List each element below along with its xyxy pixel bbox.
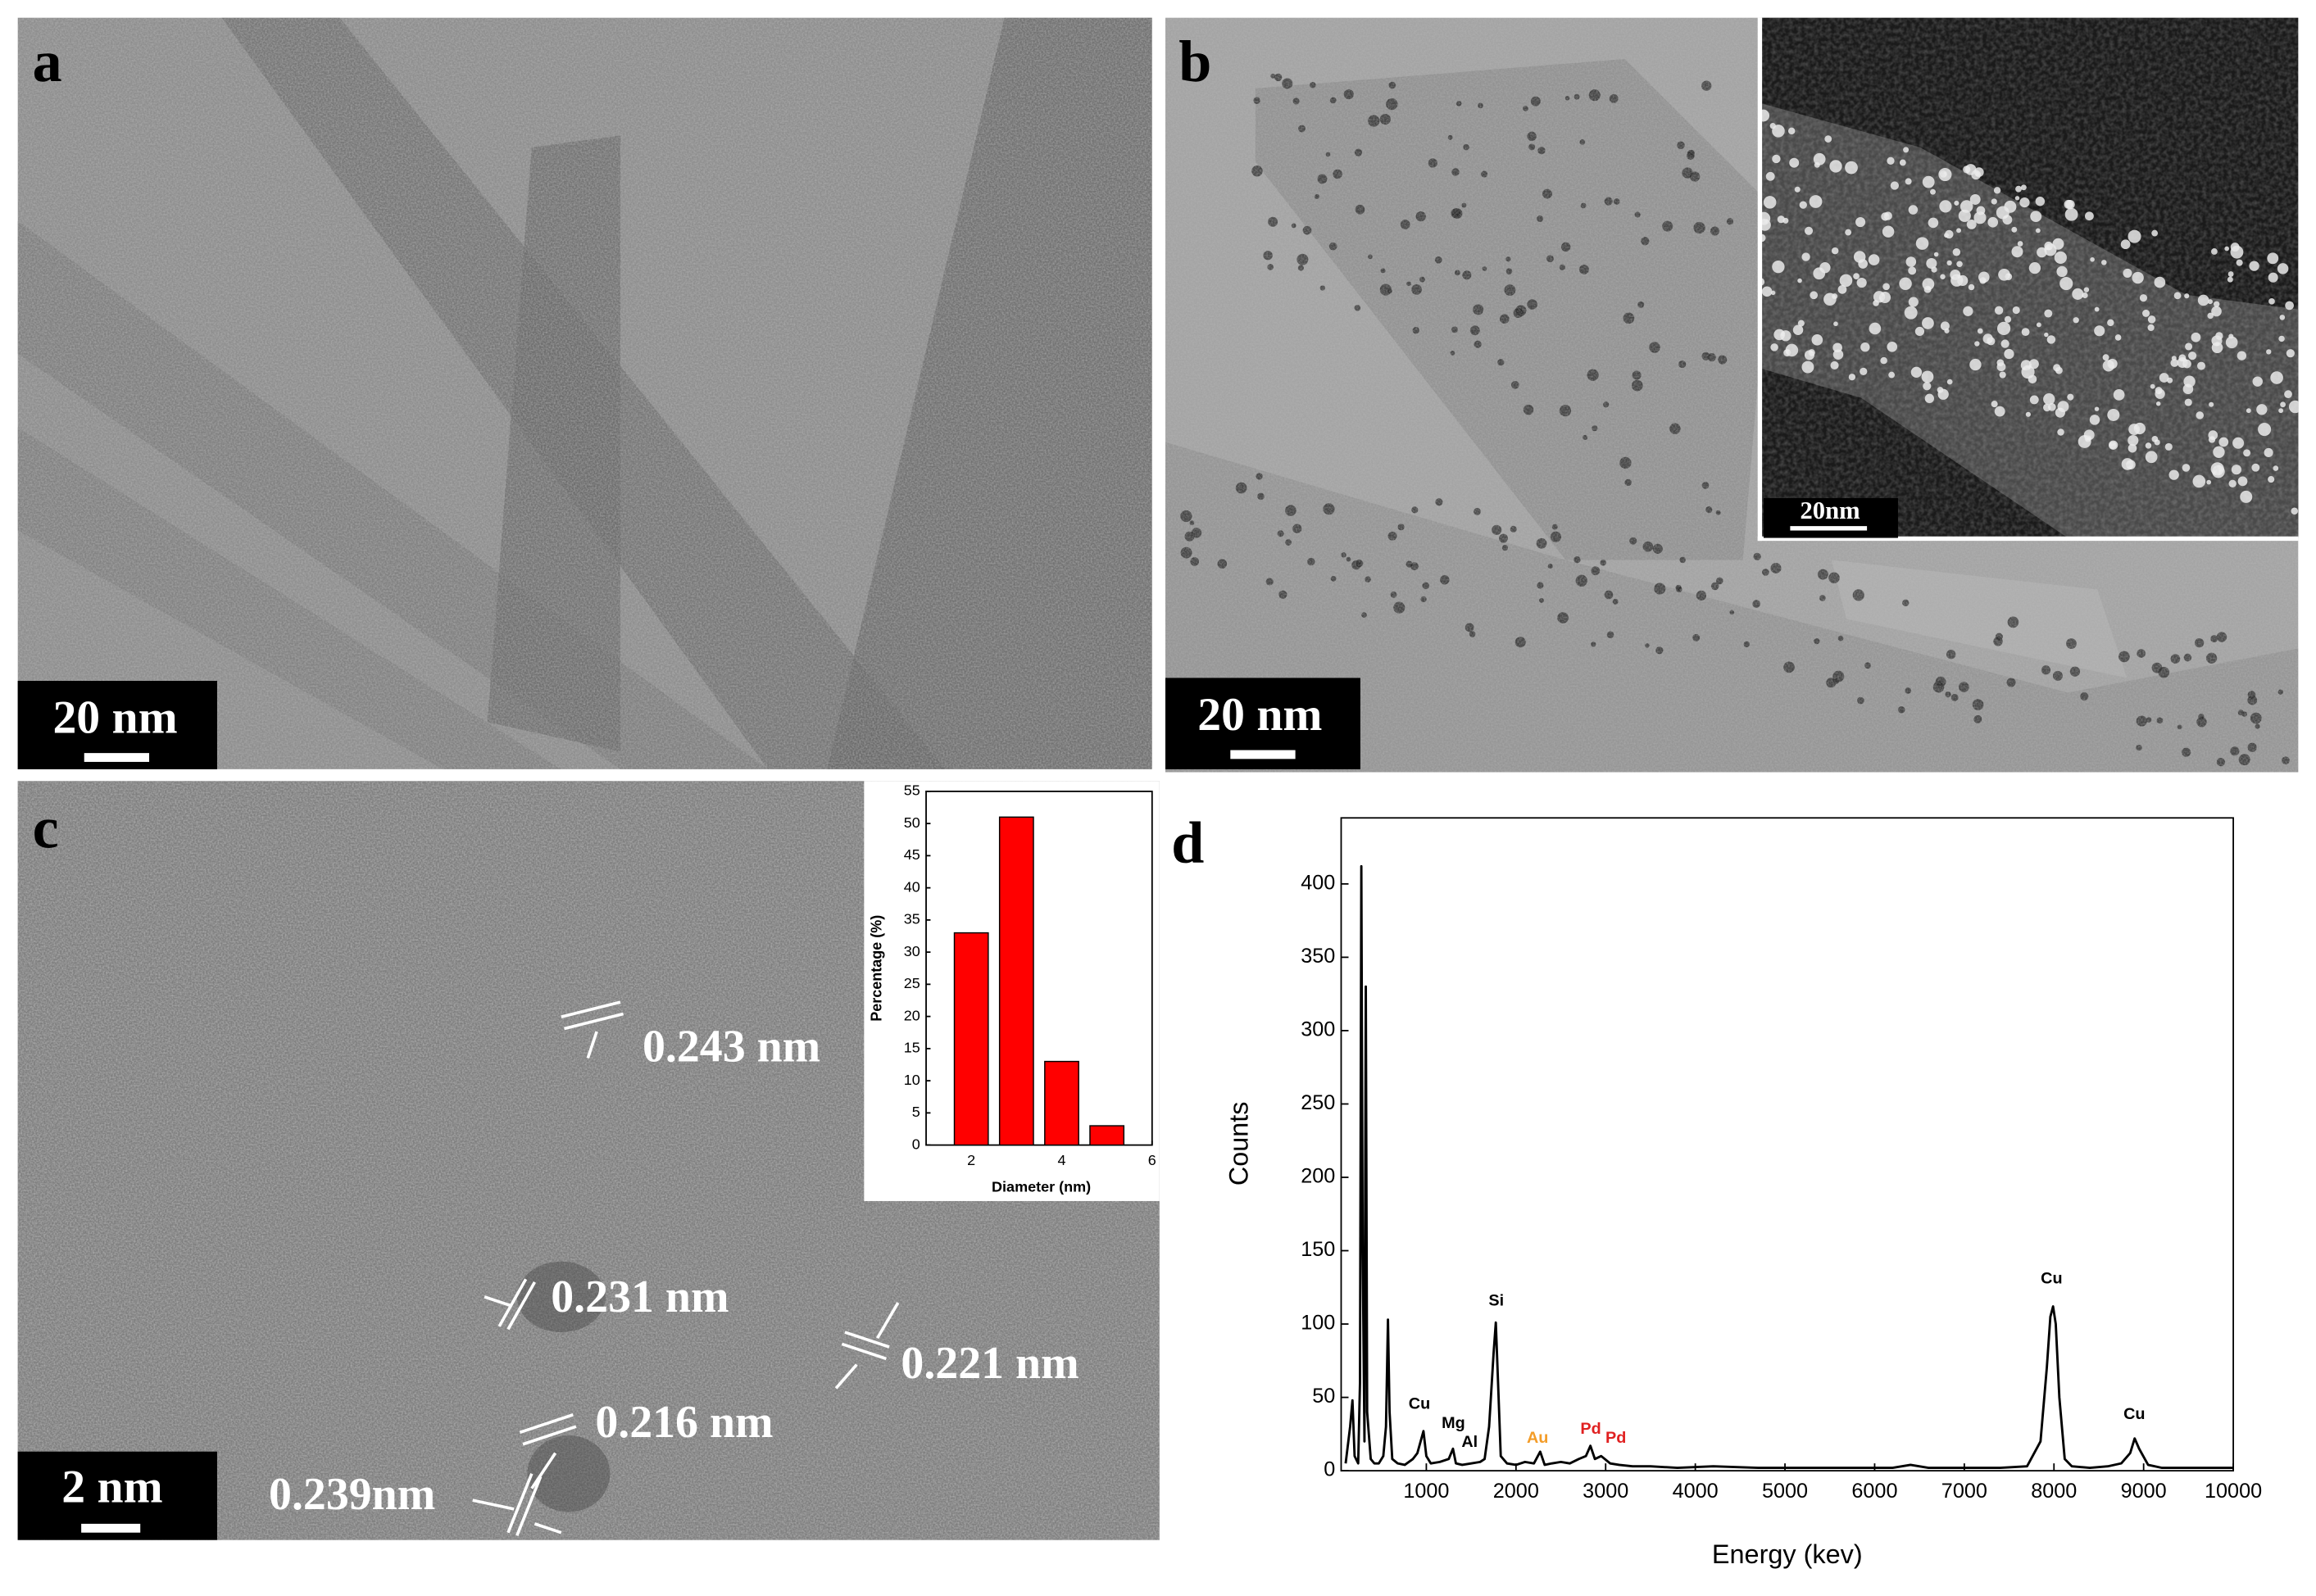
d-spacing-labels: 0.243 nm 0.231 nm 0.221 nm 0.216 nm 0.239nm [269, 1021, 1079, 1520]
y-tick-label: 300 [1301, 1018, 1335, 1041]
y-tick-label: 50 [904, 814, 920, 831]
bar [998, 816, 1034, 1146]
scale-bar [84, 753, 150, 762]
inset-micrograph-b [1760, 17, 2299, 538]
lattice-markers [472, 1000, 900, 1536]
x-tick-label: 2000 [1493, 1480, 1539, 1503]
scale-bar [81, 1523, 141, 1533]
x-tick-label: 10000 [2205, 1480, 2262, 1503]
scale-bar-box [1763, 497, 1898, 538]
y-tick-label: 200 [1301, 1165, 1335, 1188]
plot-frame [1340, 817, 2234, 1472]
y-tick-label: 150 [1301, 1238, 1335, 1261]
inset-border [1757, 17, 1763, 542]
x-tick-label: 3000 [1583, 1480, 1628, 1503]
y-tick-label: 15 [904, 1040, 920, 1056]
d-spacing-label: 0.243 nm [643, 1021, 820, 1072]
peak-label: Au [1527, 1429, 1548, 1447]
d-spacing-label: 0.221 nm [901, 1338, 1079, 1389]
panel-label: a [33, 29, 62, 94]
panel-label: d [1171, 810, 1204, 876]
peak-label: Cu [2123, 1405, 2145, 1423]
y-tick-label: 250 [1301, 1091, 1335, 1114]
d-spacing-label: 0.239nm [269, 1469, 435, 1520]
chart: 0 50 100 150 200 250 300 350 400 1000 2000 3000 4000… [1224, 817, 2262, 1569]
y-tick-label: 0 [912, 1136, 920, 1152]
y-tick-label: 25 [904, 975, 920, 991]
y-tick-label: 5 [912, 1104, 920, 1120]
inset-border [1757, 536, 2299, 542]
scale-bar [1230, 750, 1296, 759]
scale-bar-label: 20 nm [52, 692, 177, 744]
peak-label: Al [1461, 1433, 1478, 1451]
y-tick-label: 35 [904, 911, 920, 927]
scale-bar-label: 20nm [1800, 496, 1860, 524]
y-tick-label: 100 [1301, 1312, 1335, 1335]
x-axis-label: Diameter (nm) [992, 1179, 1091, 1195]
y-tick-label: 0 [1324, 1458, 1335, 1481]
bar [953, 932, 989, 1146]
x-tick-label: 6 [1148, 1152, 1156, 1168]
scale-bar-label: 2 nm [61, 1462, 162, 1513]
peak-label: Mg [1442, 1414, 1465, 1432]
y-tick-label: 10 [904, 1072, 920, 1088]
x-tick-label: 8000 [2031, 1480, 2077, 1503]
x-tick-label: 2 [967, 1152, 975, 1168]
bar [1044, 1060, 1079, 1146]
x-tick-label: 4 [1057, 1152, 1065, 1168]
peak-label: Pd [1605, 1429, 1626, 1447]
x-tick-label: 7000 [1941, 1480, 1987, 1503]
peak-label: Pd [1580, 1420, 1601, 1438]
micrograph-a [17, 17, 1152, 769]
scale-bar-label: 20 nm [1197, 689, 1322, 741]
x-tick-label: 4000 [1673, 1480, 1719, 1503]
y-tick-label: 20 [904, 1007, 920, 1023]
y-tick-label: 45 [904, 846, 920, 863]
chart: 0 5 10 15 20 25 30 35 40 45 50 55 2 4 6 Diameter (nm) Pe… [868, 782, 1156, 1195]
panel-label: b [1178, 29, 1211, 94]
x-tick-label: 6000 [1851, 1480, 1897, 1503]
d-spacing-label: 0.216 nm [595, 1397, 773, 1448]
y-tick-label: 400 [1301, 872, 1335, 895]
spectrum [1344, 864, 2234, 1469]
y-axis-label: Counts [1224, 1102, 1253, 1186]
x-axis-label: Energy (kev) [1712, 1539, 1863, 1569]
peak-label: Cu [1409, 1394, 1430, 1412]
panel-label: c [33, 796, 59, 861]
y-tick-label: 40 [904, 878, 920, 895]
x-tick-label: 5000 [1762, 1480, 1808, 1503]
y-tick-label: 55 [904, 782, 920, 799]
scale-bar [1790, 526, 1868, 531]
x-tick-label: 9000 [2121, 1480, 2167, 1503]
peak-label: Si [1488, 1292, 1504, 1310]
bar [1089, 1125, 1125, 1146]
y-tick-label: 30 [904, 943, 920, 959]
y-tick-label: 50 [1312, 1385, 1335, 1408]
d-spacing-label: 0.231 nm [551, 1272, 729, 1322]
x-tick-label: 1000 [1403, 1480, 1449, 1503]
y-tick-label: 350 [1301, 945, 1335, 968]
y-axis-label: Percentage (%) [868, 915, 884, 1022]
peak-label: Cu [2041, 1270, 2062, 1288]
